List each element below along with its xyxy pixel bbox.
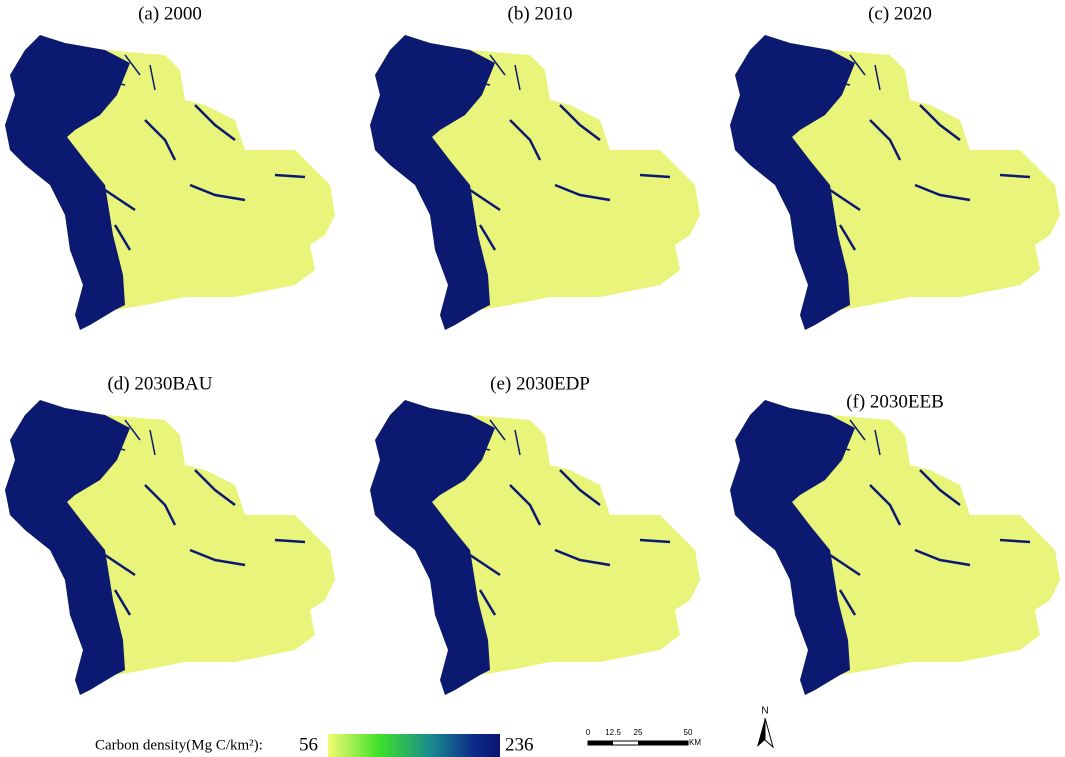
north-label: N (761, 706, 768, 717)
panel-title: (d) 2030BAU (107, 373, 212, 394)
legend-label: Carbon density(Mg C/km²): (95, 737, 263, 753)
scale-tick-label: 0 (586, 728, 591, 737)
color-ramp (328, 734, 500, 757)
scale-tick-label: 50 (684, 728, 693, 737)
map-panel (730, 400, 1060, 695)
panel-title: (c) 2020 (868, 3, 932, 24)
map-panel (730, 35, 1060, 330)
scale-tick-label: 25 (634, 728, 643, 737)
map-panel (5, 400, 335, 695)
scale-unit: KM (689, 738, 701, 747)
legend-max: 236 (505, 734, 534, 755)
panel-title: (b) 2010 (508, 3, 573, 24)
map-panel (370, 35, 700, 330)
north-arrow: N (757, 706, 774, 749)
map-panel (370, 400, 700, 695)
legend-min: 56 (299, 734, 318, 755)
panel-title: (f) 2030EEB (846, 391, 944, 412)
map-panel (5, 35, 335, 330)
panel-title: (e) 2030EDP (490, 373, 590, 394)
scale-tick-label: 12.5 (605, 728, 621, 737)
panel-title: (a) 2000 (138, 3, 202, 24)
scale-bar (587, 740, 689, 746)
